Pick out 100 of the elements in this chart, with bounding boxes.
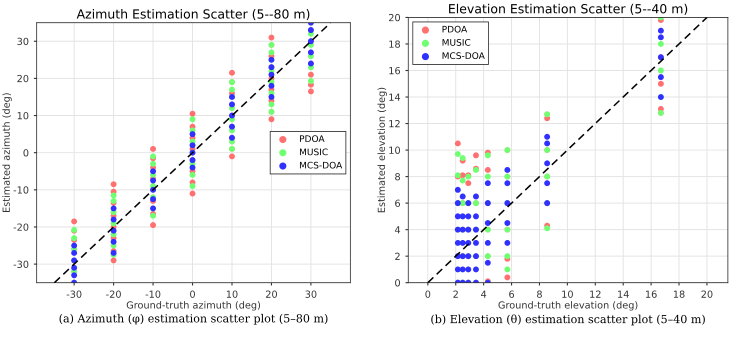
- point: [504, 240, 510, 246]
- x-tick-label: 10: [562, 290, 573, 298]
- y-tick-label: -10: [14, 186, 28, 194]
- x-tick-label: 14: [618, 290, 629, 298]
- point: [190, 172, 196, 178]
- point: [110, 238, 117, 245]
- point: [504, 180, 510, 186]
- point: [460, 266, 466, 272]
- point: [110, 181, 117, 188]
- point: [229, 70, 235, 76]
- point: [268, 82, 274, 89]
- point: [190, 116, 196, 122]
- point: [268, 94, 274, 100]
- point: [454, 266, 461, 272]
- point: [658, 68, 664, 74]
- point: [454, 186, 461, 193]
- point: [484, 174, 491, 180]
- point: [71, 250, 78, 256]
- y-tick-label: 10: [18, 112, 28, 120]
- y-tick-label: 10: [389, 146, 400, 154]
- point: [484, 260, 491, 266]
- x-tick-label: 20: [701, 290, 712, 298]
- x-tick-label: 10: [226, 290, 238, 298]
- x-tick-label: 4: [481, 290, 486, 298]
- point: [454, 240, 461, 246]
- point: [460, 213, 466, 220]
- x-tick-label: 6: [509, 290, 514, 298]
- point: [268, 101, 274, 108]
- point: [308, 72, 314, 78]
- point: [658, 74, 664, 80]
- point: [190, 190, 196, 196]
- y-tick-label: 14: [389, 94, 400, 101]
- point: [110, 216, 117, 222]
- legend-label: PDOA: [300, 135, 325, 142]
- point: [460, 178, 466, 184]
- point: [190, 142, 196, 148]
- chart-title: Elevation Estimation Scatter (5--40 m): [449, 4, 688, 15]
- point: [268, 116, 274, 122]
- point: [460, 155, 466, 161]
- point: [504, 274, 510, 280]
- point: [190, 164, 196, 170]
- point: [454, 151, 461, 157]
- point: [473, 240, 479, 246]
- point: [465, 180, 472, 186]
- text: (b) Elevation (θ) estimation scatter plot (5–40 m): [431, 314, 705, 326]
- x-tick-label: 12: [590, 290, 600, 298]
- x-tick-label: 16: [646, 290, 657, 298]
- y-tick-label: 0: [23, 149, 28, 157]
- y-tick-label: 20: [388, 14, 400, 22]
- y-tick-label: -30: [14, 260, 28, 268]
- point: [268, 72, 274, 78]
- chart-title: Azimuth Estimation Scatter (5--80 m): [76, 9, 310, 20]
- point: [658, 28, 664, 34]
- text: (a) Azimuth (φ) estimation scatter plot (5–80 m): [60, 314, 328, 325]
- point: [268, 49, 274, 56]
- y-axis-title: Estimated elevation (deg): [377, 88, 387, 212]
- y-tick-label: 16: [389, 66, 400, 74]
- point: [473, 152, 479, 158]
- point: [484, 220, 491, 226]
- point: [150, 168, 156, 174]
- point: [268, 34, 274, 40]
- point: [484, 167, 491, 173]
- point: [71, 264, 78, 271]
- point: [544, 180, 550, 186]
- point: [190, 183, 196, 190]
- legend-label: PDOA: [442, 26, 468, 33]
- x-tick-label: -10: [146, 290, 160, 298]
- point: [658, 80, 664, 87]
- point: [229, 153, 235, 160]
- point: [544, 134, 550, 140]
- y-tick-label: 20: [17, 74, 28, 82]
- point: [229, 86, 235, 92]
- x-tick-label: 20: [266, 290, 277, 298]
- point: [110, 192, 117, 198]
- x-tick-label: 2: [453, 290, 458, 298]
- point: [504, 167, 510, 173]
- legend-label: MUSIC: [300, 148, 328, 156]
- x-axis-title: Ground-truth elevation (deg): [498, 301, 638, 311]
- y-tick-label: 30: [17, 38, 28, 46]
- point: [460, 240, 466, 246]
- y-axis-title: Estimated azimuth (deg): [2, 93, 12, 212]
- point: [460, 194, 466, 200]
- y-tick-label: 18: [389, 40, 400, 48]
- point: [110, 257, 117, 264]
- point: [190, 110, 196, 117]
- point: [504, 220, 510, 226]
- point: [190, 131, 196, 138]
- x-tick-label: 30: [305, 290, 316, 298]
- point: [454, 140, 461, 146]
- point: [473, 213, 479, 220]
- x-axis-title: Ground-truth azimuth (deg): [126, 301, 260, 311]
- y-tick-label: 6: [395, 200, 400, 207]
- point: [484, 152, 491, 158]
- x-tick-label: -30: [66, 290, 82, 298]
- legend-label: MCS-DOA: [442, 52, 485, 60]
- point: [658, 41, 664, 47]
- y-tick-label: 4: [394, 226, 400, 234]
- x-tick-label: 0: [190, 290, 195, 298]
- point: [504, 266, 510, 272]
- point: [150, 222, 156, 228]
